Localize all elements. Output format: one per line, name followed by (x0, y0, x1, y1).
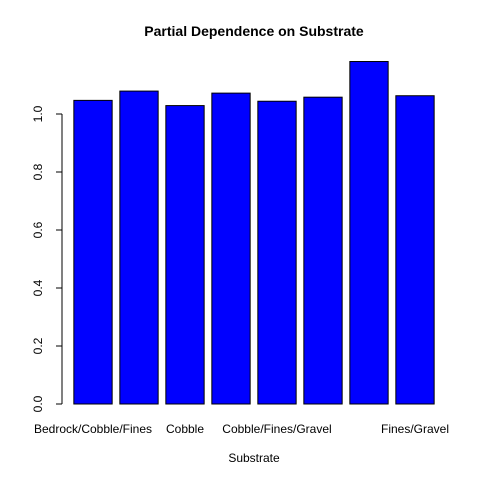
x-axis-label: Substrate (228, 451, 280, 465)
y-tick-label: 0.0 (31, 395, 45, 412)
bar (349, 61, 389, 405)
y-tick-label: 0.4 (31, 279, 45, 296)
x-tick-label: Fines/Gravel (381, 422, 449, 436)
x-tick-labels: Bedrock/Cobble/Fines Cobble Cobble/Fines/G… (34, 422, 449, 436)
y-axis: 0.0 0.2 0.4 0.6 0.8 1.0 (31, 105, 63, 412)
x-tick-label: Cobble/Fines/Gravel (222, 422, 331, 436)
bar (73, 99, 113, 405)
bars-group (73, 61, 435, 405)
bar (165, 105, 205, 405)
y-tick-label: 0.8 (31, 163, 45, 180)
y-tick-label: 0.2 (31, 337, 45, 354)
y-tick-label: 1.0 (31, 105, 45, 122)
bar (211, 92, 251, 405)
bar (395, 95, 435, 405)
y-tick-label: 0.6 (31, 221, 45, 238)
chart-title: Partial Dependence on Substrate (144, 23, 364, 39)
bar (119, 90, 159, 405)
bar (257, 100, 297, 405)
bar (303, 96, 343, 405)
x-tick-label: Bedrock/Cobble/Fines (34, 422, 152, 436)
x-tick-label: Cobble (166, 422, 204, 436)
